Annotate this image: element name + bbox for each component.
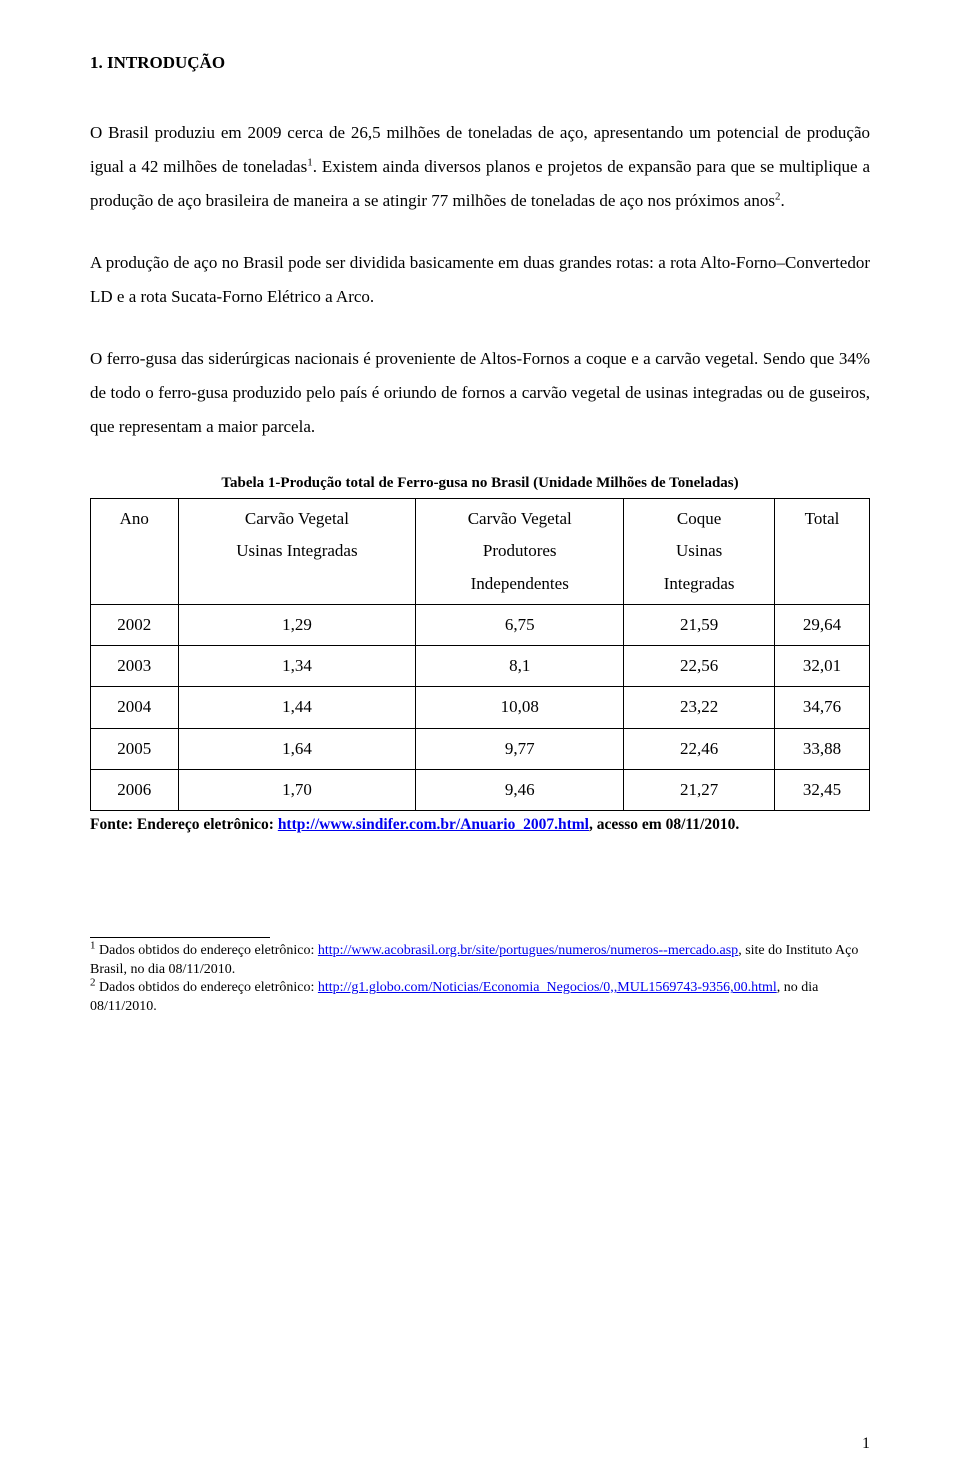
table-cell: 1,29 <box>178 604 416 645</box>
table-caption: Tabela 1-Produção total de Ferro-gusa no… <box>90 472 870 495</box>
table-header-row: Ano Carvão Vegetal Usinas Integradas Car… <box>91 499 870 605</box>
th-line: Carvão Vegetal <box>245 509 349 528</box>
table-cell: 2005 <box>91 728 179 769</box>
table-cell: 21,27 <box>624 770 775 811</box>
table-row: 2002 1,29 6,75 21,59 29,64 <box>91 604 870 645</box>
footnote-2: 2 Dados obtidos do endereço eletrônico: … <box>90 979 870 1017</box>
th-line: Coque <box>677 509 721 528</box>
table-cell: 10,08 <box>416 687 624 728</box>
table-cell: 32,45 <box>775 770 870 811</box>
section-heading: 1. INTRODUÇÃO <box>90 50 870 76</box>
footnote-1-text-a: Dados obtidos do endereço eletrônico: <box>96 943 318 958</box>
source-prefix: Fonte: Endereço eletrônico: <box>90 816 278 833</box>
source-suffix: , acesso em 08/11/2010. <box>589 816 739 833</box>
table-header-carvao-integradas: Carvão Vegetal Usinas Integradas <box>178 499 416 605</box>
footnote-2-text-a: Dados obtidos do endereço eletrônico: <box>96 980 318 995</box>
paragraph-2: A produção de aço no Brasil pode ser div… <box>90 246 870 314</box>
table-header-total: Total <box>775 499 870 605</box>
source-link[interactable]: http://www.sindifer.com.br/Anuario_2007.… <box>278 816 589 833</box>
th-line: Usinas Integradas <box>236 541 357 560</box>
table-cell: 9,77 <box>416 728 624 769</box>
table-cell: 8,1 <box>416 646 624 687</box>
th-line: Carvão Vegetal <box>468 509 572 528</box>
table-cell: 22,46 <box>624 728 775 769</box>
th-line: Integradas <box>664 574 735 593</box>
table-row: 2006 1,70 9,46 21,27 32,45 <box>91 770 870 811</box>
table-cell: 2003 <box>91 646 179 687</box>
table-header-ano: Ano <box>91 499 179 605</box>
footnotes: 1 Dados obtidos do endereço eletrônico: … <box>90 942 870 1018</box>
th-line: Usinas <box>676 541 722 560</box>
table-cell: 32,01 <box>775 646 870 687</box>
paragraph-1: O Brasil produziu em 2009 cerca de 26,5 … <box>90 116 870 218</box>
table-row: 2005 1,64 9,77 22,46 33,88 <box>91 728 870 769</box>
table-cell: 1,44 <box>178 687 416 728</box>
production-table: Ano Carvão Vegetal Usinas Integradas Car… <box>90 498 870 811</box>
footnote-2-link[interactable]: http://g1.globo.com/Noticias/Economia_Ne… <box>318 980 777 995</box>
table-cell: 1,70 <box>178 770 416 811</box>
footnote-1: 1 Dados obtidos do endereço eletrônico: … <box>90 942 870 980</box>
th-line: Independentes <box>471 574 569 593</box>
table-cell: 23,22 <box>624 687 775 728</box>
footnote-separator <box>90 937 270 938</box>
paragraph-1-part-c: . <box>780 191 784 210</box>
table-cell: 1,34 <box>178 646 416 687</box>
table-cell: 2004 <box>91 687 179 728</box>
th-line: Produtores <box>483 541 557 560</box>
table-cell: 33,88 <box>775 728 870 769</box>
table-cell: 22,56 <box>624 646 775 687</box>
table-header-coque: Coque Usinas Integradas <box>624 499 775 605</box>
table-cell: 1,64 <box>178 728 416 769</box>
page-number: 1 <box>862 1432 870 1456</box>
table-cell: 29,64 <box>775 604 870 645</box>
table-row: 2003 1,34 8,1 22,56 32,01 <box>91 646 870 687</box>
table-cell: 34,76 <box>775 687 870 728</box>
footnote-1-link[interactable]: http://www.acobrasil.org.br/site/portugu… <box>318 943 738 958</box>
table-row: 2004 1,44 10,08 23,22 34,76 <box>91 687 870 728</box>
table-cell: 2006 <box>91 770 179 811</box>
paragraph-3: O ferro-gusa das siderúrgicas nacionais … <box>90 342 870 444</box>
table-cell: 6,75 <box>416 604 624 645</box>
table-source: Fonte: Endereço eletrônico: http://www.s… <box>90 813 870 836</box>
table-cell: 2002 <box>91 604 179 645</box>
table-header-carvao-independentes: Carvão Vegetal Produtores Independentes <box>416 499 624 605</box>
table-cell: 21,59 <box>624 604 775 645</box>
table-cell: 9,46 <box>416 770 624 811</box>
